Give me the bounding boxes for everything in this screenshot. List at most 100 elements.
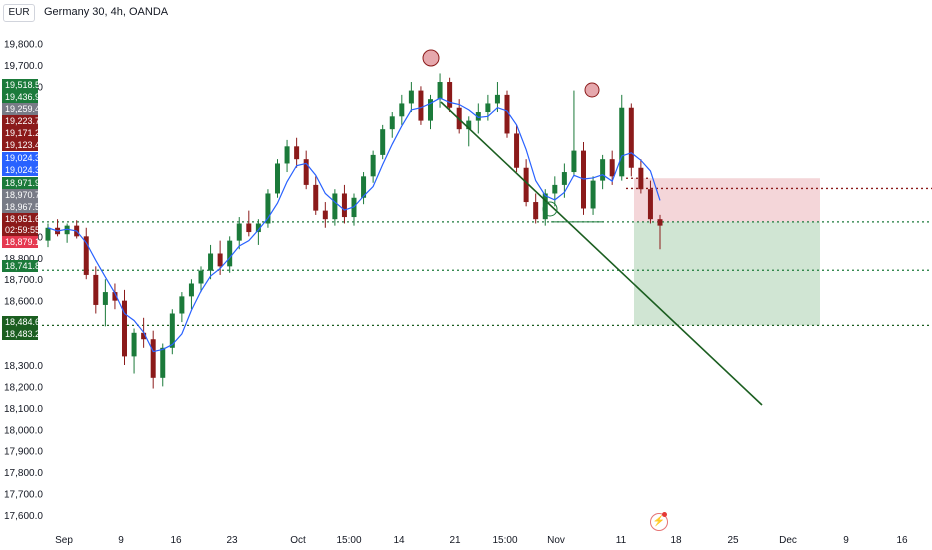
price-tag-text: 02:59:55 [5,225,40,235]
horizontal-levels[interactable] [42,187,932,327]
y-tick-label: 17,900.0 [4,447,43,458]
price-tag-bg [2,103,38,115]
price-tag-bg [2,189,38,201]
price-tag-text: 18,484.6 [5,317,40,327]
candle-body [514,133,520,168]
y-tick-label: 18,600.0 [4,297,43,308]
price-tag-text: 18,951.6 [5,214,40,224]
candle-body [361,176,367,198]
trend-drawings[interactable] [422,49,763,406]
price-tag-text: 19,436.9 [5,92,40,102]
candle-body [275,163,280,194]
price-tag-text: 18,967.5 [5,202,40,212]
price-tag-bg [2,164,38,176]
candle-body [475,112,481,121]
x-tick-label: 9 [118,535,124,546]
price-tag-bg [2,127,38,139]
candle-body [619,107,625,177]
candle-body [590,180,596,209]
candle-body [150,339,156,378]
candle-body [609,159,615,177]
x-tick-label: 18 [670,535,682,546]
candle-body [418,90,424,121]
candle-body [552,184,558,194]
y-tick-label: 17,600.0 [4,511,43,522]
notification-dot [662,512,667,517]
price-tag-bg [2,201,38,213]
price-tag-bg [2,91,38,103]
price-tag-bg [2,139,38,151]
candle-body [45,227,51,241]
candle-body [322,210,328,220]
candle-body [647,189,653,220]
candle-body [571,150,577,173]
price-tag-text: 19,171.2 [5,128,40,138]
price-tag-bg [2,115,38,127]
x-tick-label: Oct [290,535,306,546]
candle-body [64,225,70,235]
candle-body [523,167,529,203]
y-tick-label: 18,200.0 [4,382,43,393]
candle-body [494,94,500,104]
price-tag-text: 18,741.8 [5,261,40,271]
price-tag-bg [2,79,38,91]
candle-body [542,193,548,220]
y-tick-label: 18,000.0 [4,425,43,436]
stop-loss-zone [634,178,820,222]
moving-average-line [47,97,661,353]
candle-body [198,270,204,284]
x-tick-label: 15:00 [336,535,361,546]
price-tag-bg [2,177,38,189]
time-axis[interactable]: Sep 9 16 23 Oct 15:00 14 21 15:00 Nov 11 18 25 Dec 9 16 [55,535,908,546]
x-tick-label: 9 [843,535,849,546]
candle-body [504,94,510,134]
neckline-marker [542,201,558,217]
price-tag-text: 18,971.9 [5,178,40,188]
candle-body [169,313,175,348]
candle-body [466,120,472,130]
price-tag-text: 19,123.4 [5,140,40,150]
x-tick-label: 11 [616,535,627,546]
candle-body [284,146,290,164]
candle-body [131,332,137,357]
price-tag-bg [2,316,38,328]
x-tick-label: 15:00 [492,535,517,546]
price-tag-bg [2,213,38,225]
candle-body [533,202,539,220]
x-tick-label: 16 [170,535,182,546]
candle-body [303,159,309,185]
price-tag-bg [2,236,38,248]
currency-button[interactable]: EUR [3,4,35,22]
candle-body [628,107,634,168]
price-tag-text: 19,024.3 [5,165,40,175]
x-tick-label: 16 [896,535,908,546]
candle-body [179,296,185,314]
peak-marker-left [422,49,440,67]
symbol-title: Germany 30, 4h, OANDA [44,6,169,18]
candle-body [332,193,338,220]
x-tick-label: 21 [449,535,461,546]
price-tag-text: 18,970.7 [5,190,40,200]
y-tick-label: 18,300.0 [4,361,43,372]
candle-body [380,129,386,155]
candle-body [485,103,491,113]
price-tag-bg [2,260,38,272]
x-tick-label: Nov [547,535,565,546]
candle-body [83,236,89,275]
price-tag-text: 19,024.3 [5,153,40,163]
candle-body [437,82,443,100]
candle-body [122,300,127,357]
candle-body [141,332,147,340]
y-tick-label: 17,700.0 [4,490,43,501]
candle-body [657,219,663,226]
peak-marker-right [584,82,600,98]
position-tool[interactable] [634,178,820,326]
y-tick-label: 19,700.0 [4,61,43,72]
candle-body [389,116,395,130]
price-labels: 19,518.5 19,436.9 19,259.4 19,223.7 19,171.2… [2,79,40,340]
candle-body [313,184,319,211]
lightning-icon[interactable]: ⚡ [650,513,668,531]
candle-body [399,103,405,117]
candle-body [246,223,252,233]
